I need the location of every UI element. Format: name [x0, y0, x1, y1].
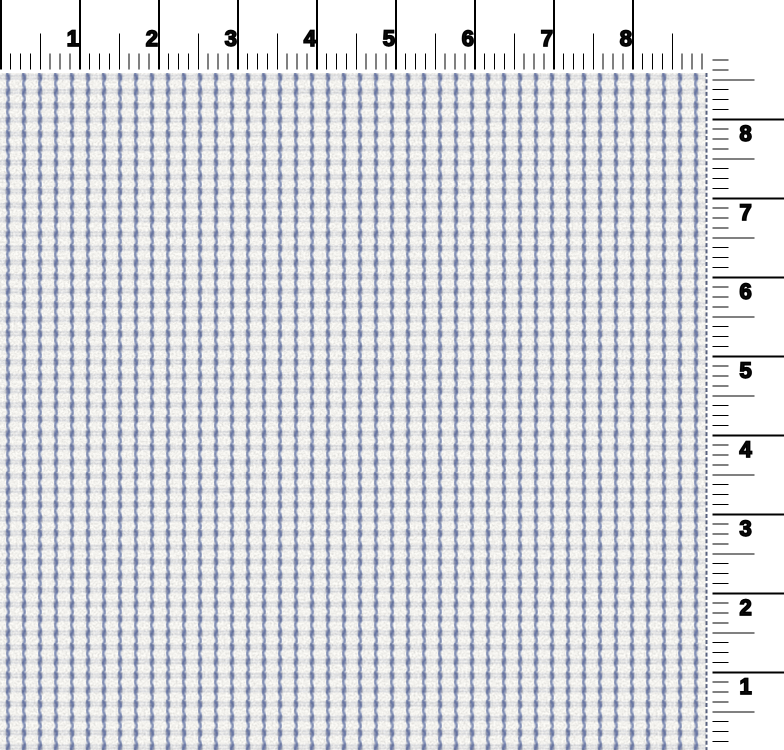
svg-text:7: 7	[740, 200, 752, 225]
svg-text:3: 3	[740, 516, 752, 541]
svg-text:1: 1	[740, 674, 752, 699]
svg-text:4: 4	[740, 437, 753, 462]
svg-text:4: 4	[304, 26, 317, 51]
svg-text:2: 2	[740, 595, 752, 620]
svg-text:5: 5	[383, 26, 395, 51]
svg-text:6: 6	[740, 279, 752, 304]
svg-text:8: 8	[740, 121, 752, 146]
svg-text:1: 1	[67, 26, 79, 51]
svg-text:3: 3	[225, 26, 237, 51]
svg-text:2: 2	[146, 26, 158, 51]
svg-text:7: 7	[541, 26, 553, 51]
svg-text:8: 8	[620, 26, 632, 51]
svg-text:5: 5	[740, 358, 752, 383]
svg-text:6: 6	[462, 26, 474, 51]
